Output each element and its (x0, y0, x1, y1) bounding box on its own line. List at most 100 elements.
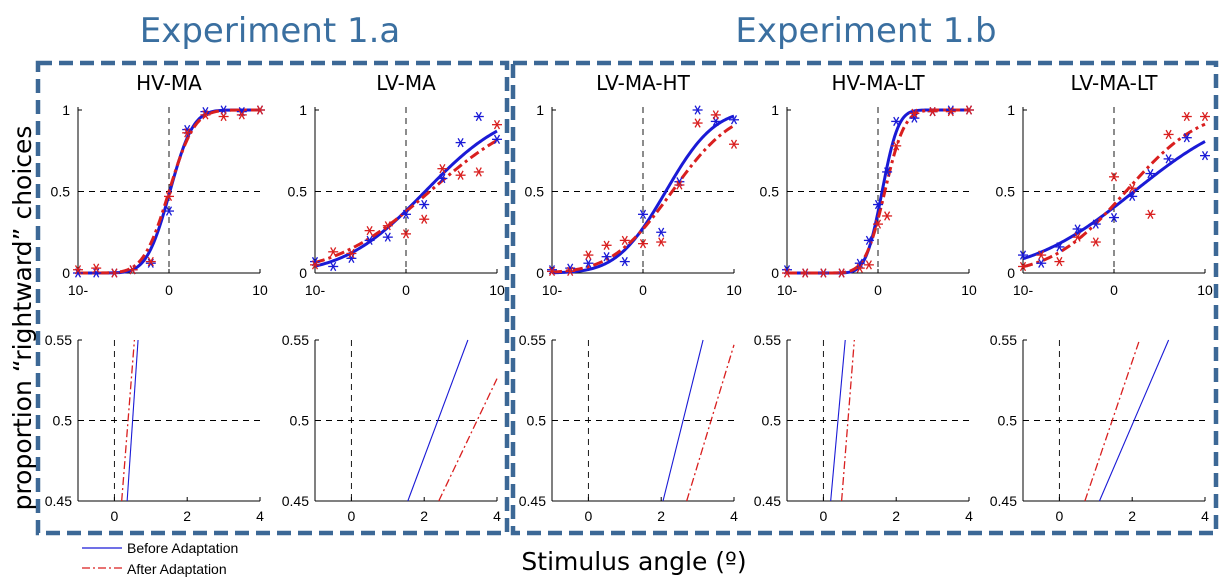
y-tick-label: 0.5 (51, 184, 71, 200)
before-data-point (945, 105, 956, 115)
after-fit-curve (787, 108, 969, 275)
after-data-point (455, 170, 466, 180)
after-data-point (473, 167, 484, 177)
after-data-point (401, 229, 411, 239)
y-tick-label: 0 (1007, 265, 1015, 281)
x-tick-label: 0 (639, 282, 647, 298)
experiment-1b-frame (510, 60, 1219, 536)
y-tick-label: 0.55 (45, 332, 72, 348)
before-zoom-line (407, 339, 469, 502)
y-tick-label: 0.5 (998, 413, 1018, 429)
after-data-point (492, 120, 502, 130)
experiment-1a-title: Experiment 1.a (140, 11, 401, 51)
after-data-point (565, 266, 576, 277)
y-tick-label: 0.45 (754, 493, 781, 509)
after-fit-curve (551, 124, 735, 274)
before-data-point (145, 258, 156, 268)
x-tick-label: 0 (348, 508, 356, 524)
y-tick-label: 0.55 (754, 332, 781, 348)
after-zoom-line (121, 339, 136, 502)
after-fit-curve (78, 108, 260, 275)
after-data-point (1145, 209, 1156, 219)
after-data-point (863, 260, 874, 270)
before-data-point (328, 261, 339, 272)
before-fit-curve (1022, 140, 1206, 261)
after-data-point (437, 164, 448, 174)
after-zoom-line (686, 344, 735, 502)
after-data-point (1181, 111, 1192, 122)
x-tick-label: 4 (730, 508, 738, 524)
before-data-point (419, 199, 430, 210)
y-tick-label: 1 (771, 102, 779, 118)
before-data-point (656, 227, 667, 237)
y-tick-label: 1 (62, 102, 70, 118)
after-data-point (927, 106, 938, 117)
after-data-point (1163, 129, 1174, 140)
after-data-point (1036, 250, 1047, 260)
legend-before-label: Before Adaptation (127, 540, 238, 556)
y-axis-label: proportion “rightward” choices (8, 126, 37, 511)
before-data-point (619, 256, 630, 267)
before-data-point (1200, 150, 1210, 161)
after-data-point (909, 108, 920, 118)
after-data-point (346, 248, 357, 259)
x-tick-label: 0 (111, 508, 119, 524)
x-tick-label: 0 (585, 508, 593, 524)
after-data-point (255, 105, 265, 115)
before-data-point (1054, 242, 1065, 252)
y-tick-label: 0.5 (288, 184, 308, 200)
y-tick-label: 0 (771, 265, 779, 281)
after-data-point (328, 247, 339, 257)
before-data-point (1036, 258, 1047, 268)
before-data-point (1163, 154, 1174, 164)
after-data-point (145, 256, 156, 267)
before-data-point (729, 115, 739, 125)
after-data-point (382, 221, 393, 231)
after-data-point (782, 268, 792, 278)
after-data-point (182, 128, 193, 138)
after-data-point (1200, 111, 1210, 122)
after-data-point (638, 239, 648, 249)
before-data-point (891, 116, 902, 127)
before-data-point (547, 265, 557, 275)
x-tick-label: 0 (165, 282, 173, 298)
before-zoom-line (830, 339, 846, 502)
before-data-point (863, 235, 874, 246)
x-tick-label: 10- (305, 282, 326, 298)
panel-title: LV-MA-HT (596, 71, 690, 95)
y-tick-label: 0.55 (519, 332, 546, 348)
after-data-point (583, 250, 594, 260)
after-data-point (1072, 232, 1083, 242)
after-data-point (200, 110, 211, 120)
before-data-point (1072, 224, 1083, 234)
x-tick-label: 4 (1201, 508, 1209, 524)
after-data-point (73, 265, 83, 275)
after-data-point (1090, 237, 1101, 247)
experiment-1b-title: Experiment 1.b (735, 11, 996, 51)
after-data-point (1127, 183, 1138, 193)
y-tick-label: 1 (1007, 102, 1015, 118)
x-axis-label: Stimulus angle (º) (521, 547, 746, 576)
y-tick-label: 0.5 (527, 413, 547, 429)
after-data-point (91, 263, 102, 273)
after-fit-curve (1022, 122, 1206, 269)
after-data-point (547, 266, 557, 277)
zoom-plot: 0.45 0.5 0.55 0 2 4 (282, 332, 501, 524)
y-tick-label: 0 (536, 265, 544, 281)
x-tick-label: 4 (965, 508, 973, 524)
panel-title: LV-MA-LT (1071, 71, 1159, 95)
x-tick-label: 10 (1197, 282, 1213, 298)
after-data-point (800, 268, 811, 278)
x-tick-label: 2 (657, 508, 665, 524)
x-tick-label: 0 (1056, 508, 1064, 524)
before-zoom-line (126, 339, 139, 502)
legend: Before Adaptation After Adaptation (82, 540, 238, 577)
zoom-plot: 0.45 0.5 0.55 0 2 4 (519, 332, 738, 524)
zoom-plot: 0.45 0.5 0.55 0 2 4 (990, 332, 1209, 524)
